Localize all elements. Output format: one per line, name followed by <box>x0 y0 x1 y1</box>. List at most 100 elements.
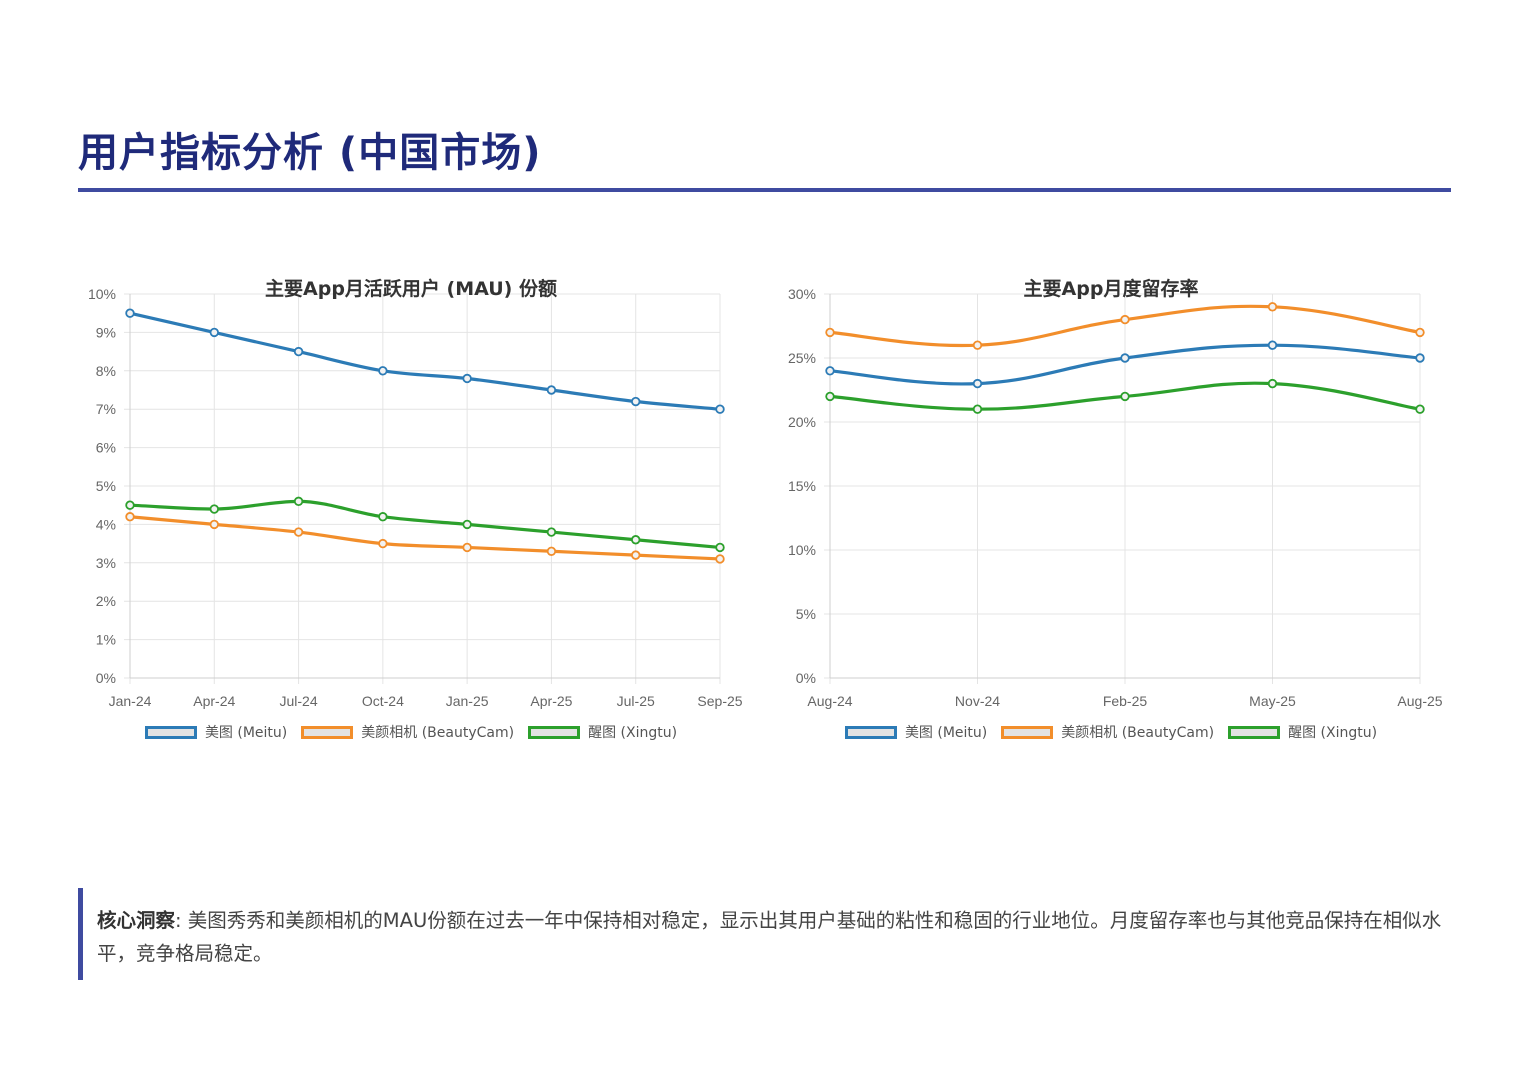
series-line-xingtu <box>129 499 721 550</box>
x-tick-label: Nov-24 <box>955 693 1000 709</box>
data-point-xingtu <box>1415 404 1425 414</box>
data-point-beautycam <box>462 542 472 553</box>
data-point-meitu <box>462 373 472 384</box>
x-tick-label: Apr-25 <box>530 693 572 709</box>
y-tick-label: 10% <box>788 542 816 558</box>
retention-chart-plot: 0% 5% 10% 15% 20% 25% 30% Aug-24 Nov-24 Feb-25 May… <box>788 286 1443 709</box>
y-tick-label: 7% <box>96 401 116 417</box>
chart-legend: 美图 (Meitu) 美颜相机 (BeautyCam) 醒图 (Xingtu) <box>766 722 1456 742</box>
y-tick-label: 2% <box>96 593 116 609</box>
x-tick-label: Aug-25 <box>1397 693 1442 709</box>
y-tick-label: 5% <box>96 478 116 494</box>
legend-swatch <box>844 725 897 739</box>
data-point-beautycam <box>546 546 557 556</box>
x-tick-label: Aug-24 <box>807 693 852 709</box>
legend-label: 美图 (Meitu) <box>904 725 988 741</box>
data-point-beautycam <box>209 519 219 530</box>
data-point-xingtu <box>209 504 219 514</box>
data-point-beautycam <box>1415 327 1425 338</box>
data-point-meitu <box>209 327 219 338</box>
data-point-beautycam <box>715 554 725 564</box>
data-point-beautycam <box>825 327 835 338</box>
legend-swatch <box>301 725 354 739</box>
insight-text: : 美图秀秀和美颜相机的MAU份额在过去一年中保持相对稳定，显示出其用户基础的粘… <box>97 909 1442 965</box>
y-tick-label: 5% <box>796 606 816 622</box>
data-point-xingtu <box>825 391 835 402</box>
x-tick-label: Jan-24 <box>109 693 152 709</box>
retention-chart: 0% 5% 10% 15% 20% 25% 30% Aug-24 Nov-24 Feb-25 May… <box>766 268 1456 758</box>
legend-label: 美图 (Meitu) <box>204 725 288 741</box>
data-point-xingtu <box>378 512 388 522</box>
legend-item[interactable]: 美颜相机 (BeautyCam) <box>1001 722 1214 742</box>
x-tick-label: Jan-25 <box>446 693 489 709</box>
title-divider <box>78 188 1451 192</box>
x-tick-label: Oct-24 <box>362 693 404 709</box>
data-point-xingtu <box>972 404 983 414</box>
y-tick-label: 6% <box>96 440 116 456</box>
data-point-xingtu <box>293 496 304 507</box>
y-tick-label: 0% <box>96 670 116 686</box>
data-point-xingtu <box>125 500 135 510</box>
data-point-meitu <box>378 366 388 376</box>
chart-legend: 美图 (Meitu) 美颜相机 (BeautyCam) 醒图 (Xingtu) <box>66 722 756 742</box>
y-tick-label: 9% <box>96 324 116 340</box>
data-point-meitu <box>293 346 304 357</box>
data-point-meitu <box>546 385 557 395</box>
data-point-xingtu <box>631 535 641 545</box>
y-tick-label: 4% <box>96 516 116 532</box>
legend-item[interactable]: 醒图 (Xingtu) <box>528 722 677 742</box>
x-tick-label: Feb-25 <box>1103 693 1148 709</box>
legend-label: 美颜相机 (BeautyCam) <box>1061 725 1215 741</box>
y-tick-label: 1% <box>96 632 116 648</box>
data-point-beautycam <box>972 340 983 350</box>
chart-title: 主要App月度留存率 <box>1023 278 1199 300</box>
legend-label: 醒图 (Xingtu) <box>1288 725 1378 741</box>
data-point-meitu <box>1267 340 1278 350</box>
data-point-xingtu <box>462 519 472 530</box>
data-point-beautycam <box>378 538 388 549</box>
legend-item[interactable]: 美图 (Meitu) <box>144 722 288 742</box>
x-tick-label: Apr-24 <box>193 693 235 709</box>
legend-label: 醒图 (Xingtu) <box>588 725 678 741</box>
data-point-meitu <box>715 404 725 414</box>
legend-swatch <box>144 725 197 739</box>
x-tick-label: Jul-24 <box>280 693 318 709</box>
data-point-xingtu <box>715 542 725 553</box>
y-tick-label: 3% <box>96 555 116 571</box>
data-point-beautycam <box>1120 314 1130 325</box>
y-tick-label: 8% <box>96 363 116 379</box>
x-tick-label: Sep-25 <box>697 693 742 709</box>
data-point-meitu <box>1120 353 1130 363</box>
data-point-beautycam <box>631 550 641 560</box>
y-tick-label: 30% <box>788 286 816 302</box>
data-point-beautycam <box>1267 302 1278 312</box>
legend-item[interactable]: 醒图 (Xingtu) <box>1228 722 1377 742</box>
mau-share-chart: 0% 1% 2% 3% 4% 5% 6% 7% 8% 9% 10% Jan-24 Apr-24 Jul-2… <box>66 268 756 758</box>
series-line-meitu <box>129 311 721 411</box>
data-point-xingtu <box>546 527 557 537</box>
legend-item[interactable]: 美颜相机 (BeautyCam) <box>301 722 514 742</box>
data-point-meitu <box>125 308 135 318</box>
data-point-meitu <box>972 378 983 389</box>
data-point-meitu <box>1415 353 1425 363</box>
insight-callout: 核心洞察: 美图秀秀和美颜相机的MAU份额在过去一年中保持相对稳定，显示出其用户… <box>78 888 1450 980</box>
y-tick-label: 20% <box>788 414 816 430</box>
data-point-meitu <box>825 366 835 376</box>
grid <box>124 293 721 684</box>
legend-item[interactable]: 美图 (Meitu) <box>844 722 988 742</box>
y-tick-label: 10% <box>88 286 116 302</box>
y-tick-label: 25% <box>788 350 816 366</box>
insight-label: 核心洞察 <box>97 909 176 932</box>
chart-title: 主要App月活跃用户 (MAU) 份额 <box>265 278 557 300</box>
series-line-beautycam <box>129 515 721 561</box>
x-tick-label: Jul-25 <box>617 693 655 709</box>
data-point-xingtu <box>1267 378 1278 389</box>
legend-swatch <box>1228 725 1281 739</box>
data-point-xingtu <box>1120 391 1130 402</box>
data-point-meitu <box>631 396 641 407</box>
legend-label: 美颜相机 (BeautyCam) <box>361 725 515 741</box>
legend-swatch <box>1001 725 1054 739</box>
grid <box>824 293 1421 684</box>
y-tick-label: 0% <box>796 670 816 686</box>
data-point-beautycam <box>293 527 304 537</box>
